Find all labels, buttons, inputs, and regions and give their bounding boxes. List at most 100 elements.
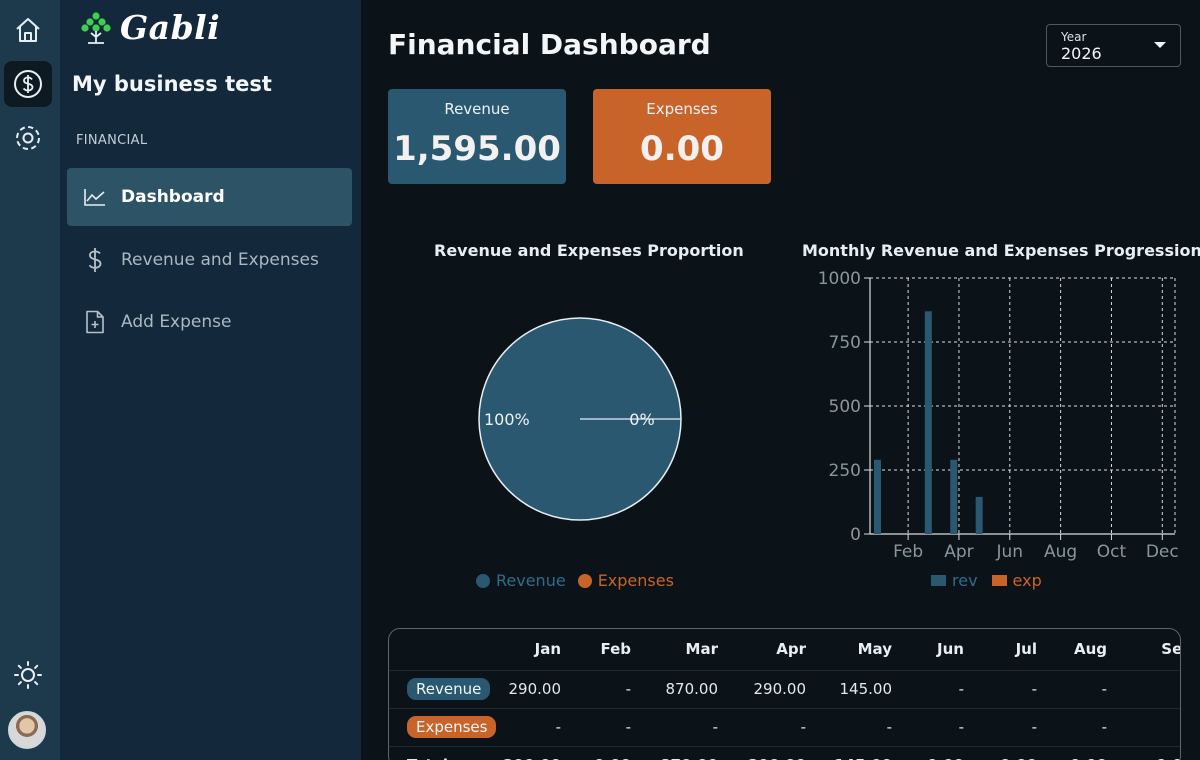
- table-cell: 0.00: [577, 746, 647, 760]
- sidebar-item-label: Revenue and Expenses: [121, 250, 319, 270]
- table-cell: -: [980, 670, 1053, 709]
- table-header-cell: Jun: [908, 629, 980, 671]
- table-row-total: Total 290.00 0.00 870.00 290.00 145.00 0…: [389, 746, 1180, 760]
- table-row: Revenue 290.00 - 870.00 290.00 145.00 - …: [389, 670, 1180, 709]
- legend-swatch-expenses: [577, 573, 592, 588]
- legend-swatch-revenue: [476, 573, 490, 588]
- y-tick-label: 500: [829, 397, 861, 417]
- table-cell: -: [980, 708, 1053, 747]
- caret-down-icon: [1154, 42, 1166, 48]
- expenses-card-label: Expenses: [646, 100, 718, 118]
- table-header-row: Jan Feb Mar Apr May Jun Jul Aug Sep: [389, 629, 1180, 671]
- revenue-card: Revenue 1,595.00: [388, 89, 566, 184]
- year-select-value: 2026: [1061, 44, 1102, 63]
- table-cell: 290.00: [497, 746, 577, 760]
- revenue-pill: Revenue: [407, 678, 491, 700]
- year-select[interactable]: Year 2026: [1046, 24, 1181, 67]
- legend-label-exp: exp: [1012, 571, 1042, 590]
- table-header-cell: Feb: [577, 629, 647, 671]
- bar-legend: rev exp: [931, 571, 1042, 590]
- y-tick-label: 1000: [818, 269, 861, 289]
- avatar[interactable]: [8, 711, 46, 749]
- table-header-cell: Sep: [1123, 629, 1180, 671]
- revenue-card-label: Revenue: [444, 100, 510, 118]
- table-header-cell: May: [822, 629, 908, 671]
- table-cell: 290.00: [497, 670, 577, 709]
- gear-icon[interactable]: [4, 115, 52, 161]
- table-cell: -: [577, 708, 647, 747]
- chart-line-icon: [83, 185, 107, 209]
- table-cell: 870.00: [647, 746, 734, 760]
- legend-swatch-exp: [991, 575, 1007, 586]
- expenses-card: Expenses 0.00: [593, 89, 771, 184]
- table-cell: -: [1053, 708, 1123, 747]
- sidebar: Gabli My business test FINANCIAL Dashboa…: [60, 0, 361, 760]
- sidebar-item-label: Dashboard: [121, 187, 225, 207]
- table-cell: -: [1123, 670, 1180, 709]
- logo-tree-icon: [81, 11, 111, 44]
- year-select-label: Year: [1061, 30, 1087, 44]
- pie-label-revenue: 100%: [484, 410, 530, 429]
- x-tick-label: Feb: [893, 542, 923, 562]
- table-cell: -: [647, 708, 734, 747]
- table-cell: 870.00: [647, 670, 734, 709]
- table-cell: -: [908, 708, 980, 747]
- dollar-circle-icon[interactable]: [4, 61, 52, 107]
- row-label: Total: [389, 746, 497, 760]
- table-cell: -: [908, 670, 980, 709]
- table-cell: 290.00: [734, 670, 822, 709]
- x-tick-label: Jun: [996, 542, 1024, 562]
- brand: Gabli: [80, 8, 220, 47]
- table-cell: 0.00: [1123, 746, 1180, 760]
- legend-label-revenue: Revenue: [496, 571, 566, 590]
- pie-legend: Revenue Expenses: [476, 571, 674, 590]
- table-header-cell: Jan: [497, 629, 577, 671]
- table-row: Expenses - - - - - - - - -: [389, 708, 1180, 747]
- table-header-cell: Jul: [980, 629, 1053, 671]
- file-add-icon: [83, 310, 107, 334]
- x-tick-label: Oct: [1097, 542, 1127, 562]
- table-cell: 145.00: [822, 746, 908, 760]
- bar-rev-mar: [924, 311, 932, 534]
- x-tick-label: Aug: [1044, 542, 1077, 562]
- x-tick-label: Dec: [1146, 542, 1179, 562]
- business-name: My business test: [72, 72, 272, 96]
- bar-rev-apr: [950, 459, 958, 534]
- row-label: Expenses: [389, 708, 497, 747]
- sidebar-item-dashboard[interactable]: Dashboard: [67, 168, 352, 226]
- home-icon[interactable]: [4, 7, 52, 53]
- sun-icon[interactable]: [4, 652, 52, 698]
- sidebar-item-revenue-and-expenses[interactable]: Revenue and Expenses: [67, 231, 352, 289]
- row-label: Revenue: [389, 670, 497, 709]
- table-cell: 0.00: [908, 746, 980, 760]
- legend-swatch-rev: [931, 575, 946, 586]
- revenue-card-value: 1,595.00: [393, 129, 561, 169]
- table-cell: -: [1053, 670, 1123, 709]
- table-header-cell: Apr: [734, 629, 822, 671]
- table-cell: -: [1123, 708, 1180, 747]
- bar-rev-may: [975, 496, 983, 534]
- icon-rail: [0, 0, 60, 760]
- table-header-cell: [389, 629, 497, 671]
- table-cell: -: [497, 708, 577, 747]
- table-header-cell: Mar: [647, 629, 734, 671]
- section-label: FINANCIAL: [76, 133, 148, 148]
- table-cell: -: [734, 708, 822, 747]
- table-cell: -: [822, 708, 908, 747]
- monthly-table: Jan Feb Mar Apr May Jun Jul Aug Sep Reve…: [388, 628, 1181, 760]
- dollar-icon: [83, 248, 107, 272]
- sidebar-item-label: Add Expense: [121, 312, 232, 332]
- y-tick-label: 250: [829, 461, 861, 481]
- pie-label-expenses: 0%: [629, 410, 654, 429]
- y-tick-label: 0: [850, 525, 861, 545]
- expenses-pill: Expenses: [407, 716, 497, 738]
- legend-label-expenses: Expenses: [597, 571, 674, 590]
- x-tick-label: Apr: [944, 542, 973, 562]
- table-cell: -: [577, 670, 647, 709]
- bar-chart: 0 250 500 750 1000 Feb Apr Jun Aug Oct Dec: [818, 269, 1179, 562]
- sidebar-item-add-expense[interactable]: Add Expense: [67, 293, 352, 351]
- bar-chart-title: Monthly Revenue and Expenses Progression: [802, 241, 1200, 260]
- pie-chart: 100% 0%: [478, 317, 682, 521]
- table-header-cell: Aug: [1053, 629, 1123, 671]
- brand-name: Gabli: [120, 8, 221, 47]
